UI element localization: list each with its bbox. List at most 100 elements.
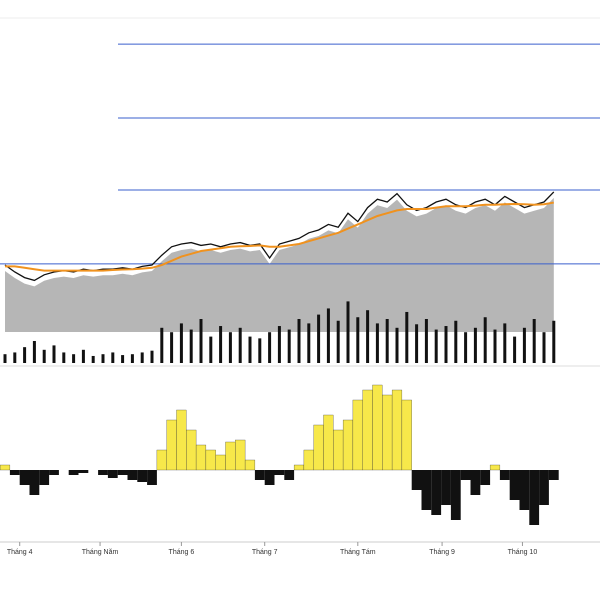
- oscillator-bar: [352, 399, 363, 471]
- oscillator-bar: [450, 470, 461, 520]
- volume-bar: [130, 354, 134, 363]
- oscillator-bar: [323, 414, 334, 471]
- oscillator-bar: [372, 384, 383, 471]
- volume-bar: [503, 323, 507, 363]
- volume-bar: [248, 336, 252, 363]
- volume-bar: [287, 329, 291, 363]
- oscillator-bar: [499, 470, 510, 480]
- volume-bar: [464, 332, 468, 363]
- oscillator-bar: [244, 459, 256, 471]
- x-tick-label: Tháng 6: [169, 549, 195, 556]
- oscillator-bar: [548, 470, 559, 480]
- oscillator-bar: [254, 470, 265, 480]
- volume-bar: [268, 332, 272, 363]
- volume-bar: [522, 327, 526, 363]
- x-tick-label: Tháng 4: [7, 549, 33, 556]
- oscillator-bar: [127, 470, 138, 480]
- oscillator-bar: [49, 470, 59, 475]
- oscillator-bar: [137, 470, 148, 482]
- oscillator-bar: [235, 439, 246, 471]
- volume-bar: [444, 326, 448, 363]
- oscillator-bar: [470, 470, 481, 495]
- volume-bar: [219, 326, 223, 363]
- volume-bar: [454, 320, 458, 363]
- oscillator-bar: [156, 449, 167, 471]
- oscillator-bar: [489, 464, 501, 471]
- volume-bar: [513, 336, 517, 363]
- oscillator-bar: [441, 470, 451, 505]
- volume-bar: [542, 332, 546, 363]
- price-area: [5, 197, 554, 332]
- volume-bar: [552, 320, 556, 363]
- volume-bar: [493, 329, 497, 363]
- oscillator-bar: [382, 394, 393, 471]
- x-tick-label: Tháng Năm: [82, 549, 119, 556]
- volume-bar: [356, 317, 360, 363]
- volume-bar: [483, 317, 487, 363]
- oscillator-bar: [460, 470, 471, 480]
- volume-bar: [121, 355, 125, 363]
- volume-bar: [532, 319, 536, 363]
- oscillator-bar: [539, 470, 549, 505]
- volume-bar: [395, 327, 399, 363]
- oscillator-bar: [107, 470, 118, 478]
- x-tick-label: Tháng 10: [508, 549, 538, 556]
- oscillator-bar: [519, 470, 530, 510]
- volume-bar: [385, 319, 389, 363]
- volume-bar: [101, 354, 105, 363]
- volume-bar: [258, 338, 262, 363]
- oscillator-bar: [78, 470, 89, 473]
- oscillator-bar: [333, 429, 344, 471]
- volume-bar: [3, 354, 7, 363]
- volume-bar: [170, 332, 174, 363]
- oscillator-bar: [303, 449, 314, 471]
- volume-bar: [52, 345, 56, 363]
- volume-bar: [415, 324, 419, 363]
- volume-bar: [434, 329, 438, 363]
- oscillator-bar: [68, 470, 79, 475]
- oscillator-bar: [39, 470, 50, 485]
- oscillator-bar: [264, 470, 275, 485]
- x-tick-label: Tháng 9: [429, 549, 455, 556]
- oscillator-bar: [421, 470, 432, 510]
- oscillator-bar: [9, 470, 20, 475]
- volume-bar: [140, 352, 144, 363]
- volume-bar: [91, 355, 95, 363]
- volume-bar: [13, 352, 17, 363]
- oscillator-bar: [205, 449, 216, 471]
- volume-bar: [297, 319, 301, 363]
- volume-bar: [317, 314, 321, 363]
- volume-bar: [189, 329, 193, 363]
- oscillator-bar: [117, 470, 128, 475]
- volume-bar: [336, 320, 340, 363]
- oscillator-bar: [0, 464, 11, 471]
- volume-bar: [209, 336, 213, 363]
- oscillator-bar: [274, 470, 285, 475]
- volume-bar: [366, 310, 370, 363]
- oscillator-bar: [313, 424, 324, 471]
- oscillator-bar: [186, 429, 197, 471]
- volume-bar: [150, 350, 154, 363]
- oscillator-bar: [225, 441, 236, 471]
- oscillator-bar: [529, 470, 540, 525]
- volume-bar: [473, 327, 477, 363]
- volume-bar: [179, 323, 183, 363]
- x-tick-label: Tháng Tám: [340, 549, 376, 556]
- volume-bar: [62, 352, 66, 363]
- oscillator-bar: [480, 470, 491, 485]
- oscillator-bar: [29, 470, 40, 495]
- oscillator-bar: [147, 470, 157, 485]
- moving-average: [5, 201, 554, 272]
- oscillator-bar: [509, 470, 520, 500]
- oscillator-bar: [342, 419, 354, 471]
- volume-bar: [32, 341, 36, 363]
- volume-bar: [277, 326, 281, 363]
- oscillator-bar: [166, 419, 177, 471]
- volume-bar: [72, 354, 76, 363]
- volume-bar: [424, 319, 428, 363]
- volume-bar: [238, 327, 242, 363]
- oscillator-bar: [362, 389, 373, 471]
- volume-bar: [326, 308, 330, 363]
- oscillator-bar: [411, 470, 422, 490]
